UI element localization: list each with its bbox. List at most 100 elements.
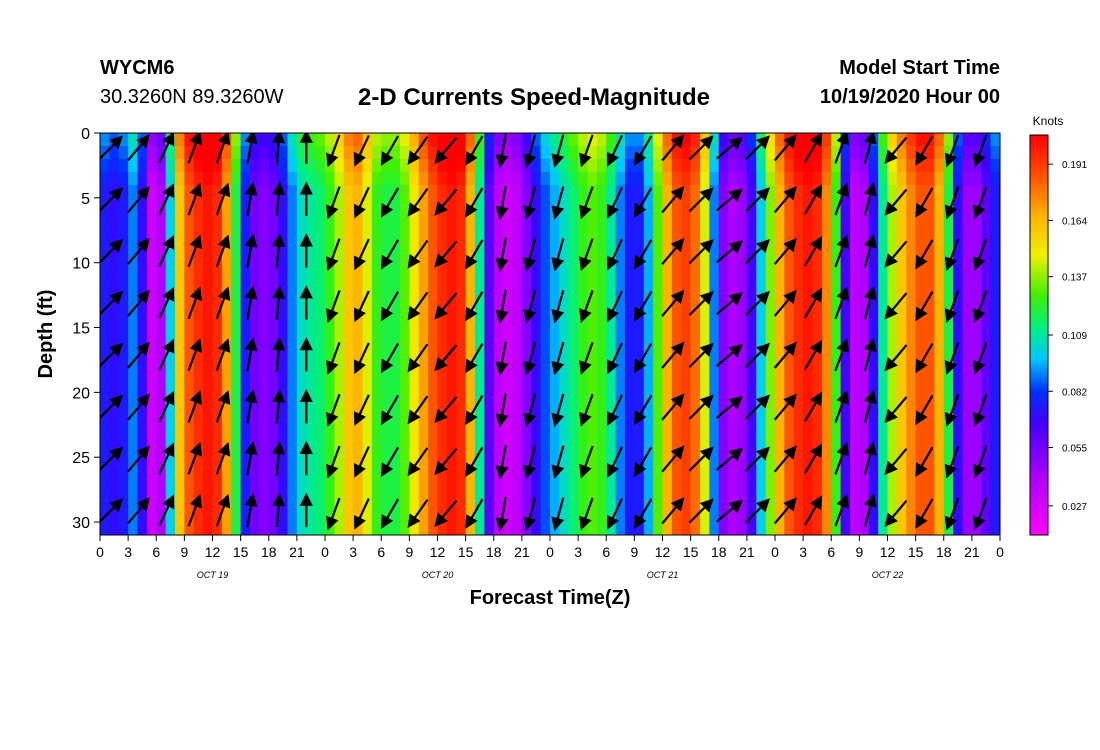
heatmap-cell	[400, 249, 410, 264]
heatmap-cell	[109, 366, 120, 380]
heatmap-cell	[709, 470, 720, 484]
heatmap-cell	[831, 301, 842, 316]
heatmap-cell	[681, 197, 692, 212]
heatmap-cell	[934, 249, 945, 264]
heatmap-cell	[531, 145, 542, 160]
heatmap-cell	[437, 262, 448, 277]
heatmap-cell	[118, 470, 129, 484]
heatmap-cell	[906, 236, 917, 251]
current-arrow	[551, 341, 565, 376]
heatmap-cell	[831, 457, 842, 471]
heatmap-cell	[803, 431, 814, 445]
heatmap-cell	[737, 431, 748, 445]
heatmap-cell	[334, 405, 345, 419]
heatmap-cell	[925, 314, 935, 329]
current-arrow	[915, 446, 934, 478]
heatmap-cell	[231, 210, 242, 225]
heatmap-cell	[681, 314, 692, 329]
heatmap-cell	[681, 133, 692, 147]
heatmap-cell	[278, 431, 289, 445]
heatmap-cell	[334, 133, 345, 147]
heatmap-cell	[287, 431, 298, 445]
heatmap-cell	[793, 223, 804, 238]
x-tick-label: 6	[152, 544, 160, 560]
x-tick-label: 15	[458, 544, 474, 560]
heatmap-cell	[690, 288, 701, 303]
current-arrow	[607, 342, 623, 375]
heatmap-cell	[653, 470, 664, 484]
heatmap-cell	[118, 133, 129, 147]
heatmap-cell	[953, 249, 964, 264]
heatmap-cell	[259, 379, 270, 393]
heatmap-cell	[756, 483, 767, 497]
heatmap-cell	[681, 262, 692, 277]
heatmap-cell	[456, 249, 467, 264]
current-arrow	[158, 442, 175, 475]
heatmap-cell	[896, 223, 907, 238]
heatmap-cell	[418, 145, 429, 160]
heatmap-cell	[718, 431, 729, 445]
current-arrow	[215, 182, 231, 216]
heatmap-cell	[184, 197, 195, 212]
heatmap-cell	[681, 353, 692, 368]
heatmap-cell	[109, 457, 120, 471]
heatmap-cell	[559, 327, 570, 342]
heatmap-cell	[165, 314, 176, 329]
heatmap-cell	[531, 327, 542, 342]
heatmap-cell	[840, 431, 851, 445]
heatmap-cell	[146, 353, 157, 368]
heatmap-cell	[756, 275, 767, 290]
heatmap-cell	[400, 223, 410, 238]
current-arrow	[944, 445, 960, 479]
heatmap-cell	[446, 171, 457, 186]
heatmap-cell	[493, 171, 504, 186]
heatmap-cell	[821, 288, 832, 303]
heatmap-cell	[737, 301, 748, 316]
heatmap-cell	[118, 223, 129, 238]
heatmap-cell	[906, 340, 917, 355]
current-arrow	[972, 497, 988, 531]
heatmap-cell	[793, 457, 804, 471]
heatmap-cell	[606, 444, 617, 458]
heatmap-cell	[409, 249, 420, 264]
heatmap-cell	[371, 197, 382, 212]
heatmap-cell	[821, 133, 832, 147]
heatmap-cell	[925, 470, 935, 484]
heatmap-cell	[503, 249, 514, 264]
heatmap-cell	[690, 171, 701, 186]
heatmap-cell	[240, 327, 251, 342]
heatmap-cell	[146, 366, 157, 380]
heatmap-cell	[662, 444, 673, 458]
heatmap-cell	[203, 509, 214, 523]
current-arrow	[944, 186, 960, 220]
heatmap-cell	[175, 431, 185, 445]
heatmap-cell	[325, 340, 335, 355]
heatmap-cell	[765, 133, 776, 147]
heatmap-cell	[596, 457, 607, 471]
heatmap-cell	[568, 366, 579, 380]
current-arrow	[272, 181, 286, 216]
heatmap-cell	[146, 275, 157, 290]
heatmap-cell	[850, 171, 860, 186]
heatmap-cell	[137, 379, 148, 393]
heatmap-cell	[850, 522, 860, 535]
current-arrow	[326, 186, 341, 220]
heatmap-cell	[437, 288, 448, 303]
heatmap-cell	[493, 496, 504, 510]
heatmap-cell	[418, 457, 429, 471]
current-arrow	[434, 396, 458, 424]
heatmap-cell	[559, 379, 570, 393]
heatmap-cell	[325, 171, 335, 186]
heatmap-cell	[990, 340, 1000, 355]
heatmap-cell	[831, 405, 842, 419]
heatmap-cell	[981, 418, 992, 432]
heatmap-cell	[118, 366, 129, 380]
heatmap-cell	[896, 379, 907, 393]
heatmap-cell	[887, 133, 898, 147]
heatmap-cell	[428, 197, 439, 212]
heatmap-cell	[634, 184, 645, 199]
heatmap-cell	[493, 197, 504, 212]
heatmap-cell	[756, 366, 767, 380]
heatmap-cell	[165, 301, 176, 316]
heatmap-cell	[446, 314, 457, 329]
